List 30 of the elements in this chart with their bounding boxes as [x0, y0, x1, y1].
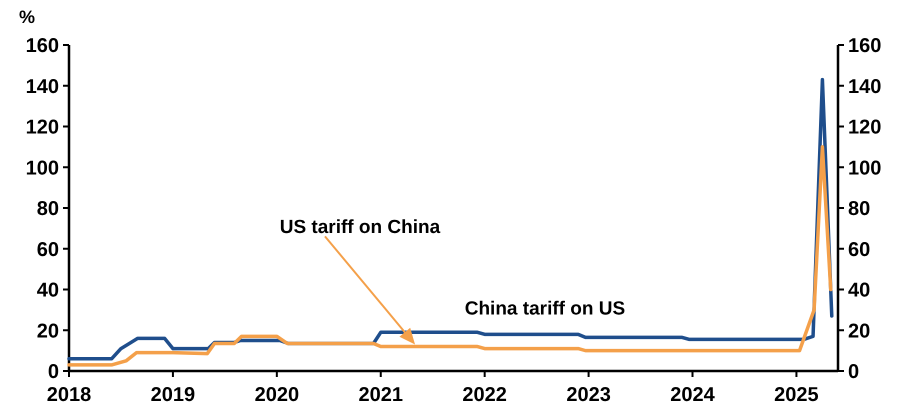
- y-tick-label: 20: [36, 320, 59, 342]
- y-axis-title: %: [19, 7, 36, 27]
- y2-tick-label: 40: [848, 280, 870, 302]
- line-series: [67, 145, 832, 367]
- y-tick-label: 80: [36, 198, 59, 220]
- y2-tick-label: 80: [848, 198, 870, 220]
- y-tick-label: 160: [26, 35, 59, 57]
- x-tick-label: 2024: [670, 384, 716, 406]
- y-tick-label: 140: [26, 76, 59, 98]
- y2-tick-label: 60: [848, 238, 870, 261]
- x-tick-label: 2022: [462, 384, 507, 406]
- y-tick-label: 100: [26, 157, 59, 180]
- x-tick-label: 2019: [150, 384, 196, 406]
- y-tick-label: 0: [48, 361, 59, 383]
- y-tick-label: 40: [36, 280, 59, 302]
- y2-tick-label: 0: [848, 361, 860, 383]
- y2-tick-label: 20: [848, 320, 870, 342]
- x-tick-label: 2023: [566, 384, 611, 406]
- annotation: China tariff on US: [464, 298, 626, 320]
- y2-tick-label: 160: [848, 35, 882, 57]
- x-tick-label: 2021: [358, 384, 404, 406]
- annotation: US tariff on China: [280, 216, 441, 238]
- y2-tick-label: 120: [848, 116, 882, 138]
- x-tick-label: 2018: [46, 384, 92, 406]
- y2-tick-label: 140: [848, 76, 882, 98]
- y-tick-label: 60: [36, 238, 59, 261]
- y-tick-label: 120: [26, 116, 59, 138]
- x-tick-label: 2020: [254, 384, 300, 406]
- y2-tick-label: 100: [848, 157, 882, 180]
- x-tick-label: 2025: [774, 384, 819, 406]
